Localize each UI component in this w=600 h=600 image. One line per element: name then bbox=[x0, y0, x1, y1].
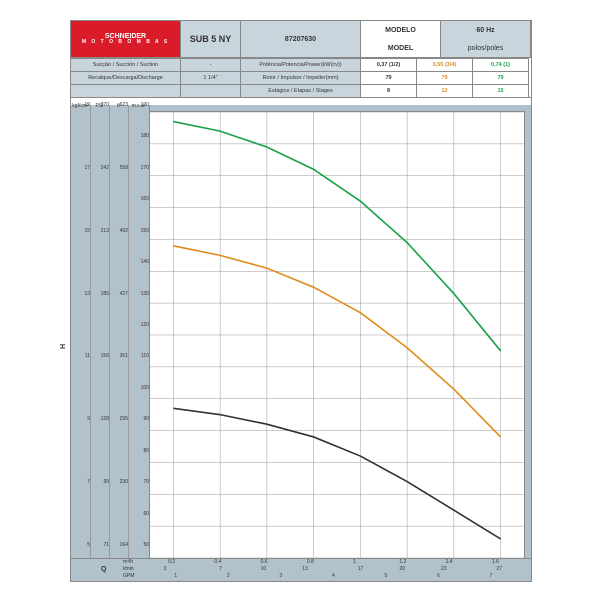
x-axes: Q m³/h0.20.40.60.811.21.41.6l/min3710131… bbox=[71, 558, 531, 581]
chart-area: H kgf/cm²5791113151719PSI719912815618521… bbox=[71, 105, 531, 581]
sheet: { "brand":{"name":"SCHNEIDER","sub":"M O… bbox=[0, 0, 600, 600]
y-axes: kgf/cm²5791113151719PSI71991281561852132… bbox=[71, 105, 150, 559]
spec-table: Sucção / Succión / Suction-Potência/Pote… bbox=[71, 58, 531, 98]
model-value: SUB 5 NY bbox=[181, 21, 241, 57]
datasheet-page: { "brand":{"name":"SCHNEIDER","sub":"M O… bbox=[70, 20, 532, 582]
plot-area bbox=[149, 111, 525, 559]
header-table: SCHNEIDERM O T O B O M B A S MODELO SUB … bbox=[71, 21, 531, 58]
model-label: MODEL bbox=[361, 39, 441, 57]
x-axis-label-Q: Q bbox=[101, 566, 106, 573]
chart-svg bbox=[150, 112, 524, 558]
brand-logo: SCHNEIDERM O T O B O M B A S bbox=[71, 21, 181, 57]
model-code: 87207630 bbox=[241, 21, 361, 57]
y-axis-label-H: H bbox=[60, 344, 67, 349]
hz-value: 60 Hz bbox=[441, 21, 531, 39]
modelo-label: MODELO bbox=[361, 21, 441, 39]
poles-value: polos/poles bbox=[441, 39, 531, 57]
